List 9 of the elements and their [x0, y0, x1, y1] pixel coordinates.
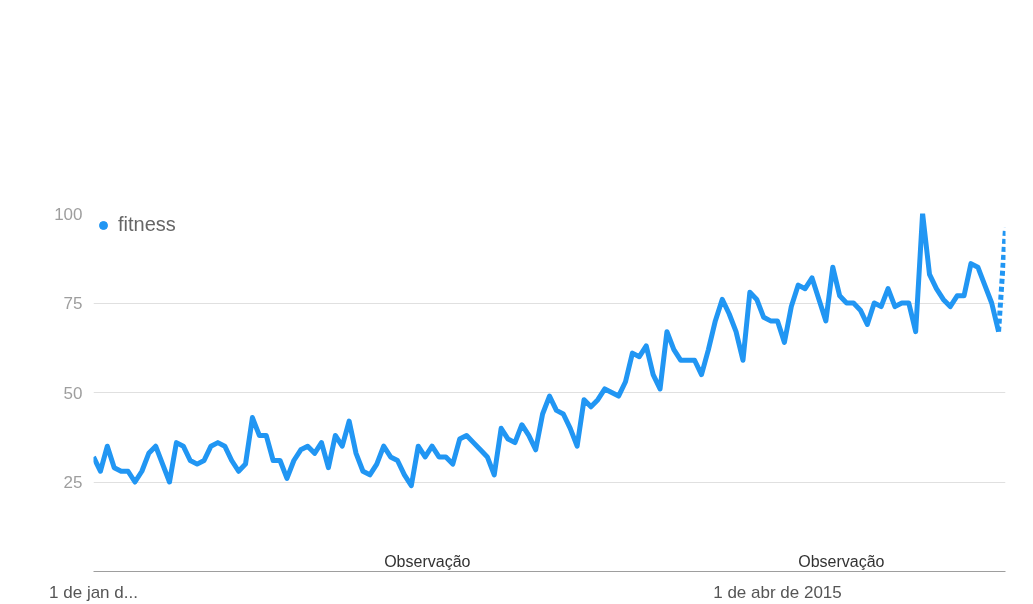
- legend-label: fitness: [118, 213, 176, 236]
- y-tick-label: 75: [63, 294, 83, 313]
- x-tick-label: 1 de abr de 2015: [713, 582, 842, 602]
- y-tick-label: 25: [63, 473, 83, 492]
- x-tick-label: 1 de jan d...: [49, 582, 138, 602]
- annotation: Observação: [384, 553, 471, 570]
- y-tick-label: 50: [63, 383, 83, 403]
- annotation: Observação: [798, 553, 885, 570]
- y-tick-label: 100: [54, 204, 83, 224]
